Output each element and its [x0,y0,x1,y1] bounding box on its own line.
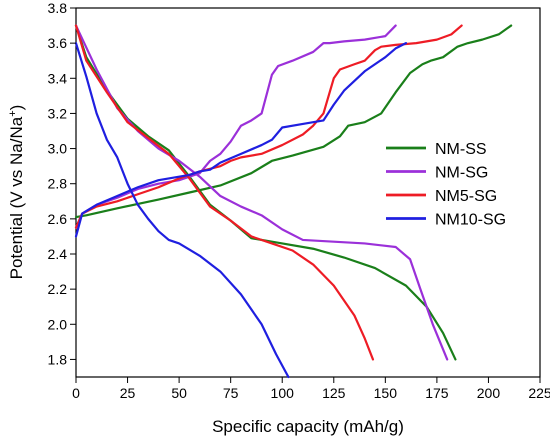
series-line-nm-sg-charge [74,24,397,229]
x-tick-label: 225 [528,385,550,401]
x-tick-label: 75 [223,385,239,401]
y-tick-label: 2.6 [48,211,68,227]
x-tick-label: 50 [171,385,187,401]
y-tick-label: 3.4 [48,70,68,86]
legend-label: NM-SS [435,141,487,158]
y-tick-label: 3.8 [48,0,68,16]
series-layer [74,24,513,379]
y-tick-label: 2.8 [48,176,68,192]
y-tick-label: 1.8 [48,351,68,367]
series-line-nm-ss-charge [74,24,513,219]
legend: NM-SS NM-SG NM5-SG NM10-SG [386,141,506,229]
y-axis-title-superscript: + [7,110,19,116]
y-axis-title: Potential (V vs Na/Na+) [7,105,26,280]
x-tick-label: 100 [271,385,295,401]
plot-area [75,7,541,378]
y-axis-title-tail: ) [7,105,26,111]
x-axis-title: Specific capacity (mAh/g) [212,417,404,436]
y-tick-label: 2.2 [48,281,68,297]
tick-layer: 0 25 50 75 100 125 150 175 200 225 1.8 2.0 2.2 2.4 2.6… [48,0,550,401]
x-tick-label: 0 [72,385,80,401]
series-line-nm5-sg-charge [74,24,463,229]
series-line-nm10-sg-discharge [74,42,290,379]
x-tick-label: 125 [322,385,346,401]
x-tick-label: 200 [477,385,501,401]
x-tick-label: 175 [425,385,449,401]
legend-label: NM10-SG [435,212,506,229]
y-tick-label: 2.0 [48,316,68,332]
y-tick-label: 2.4 [48,246,68,262]
y-tick-label: 3.6 [48,35,68,51]
series-line-nm5-sg-discharge [74,24,375,361]
legend-label: NM5-SG [435,188,497,205]
legend-label: NM-SG [435,165,488,182]
y-tick-label: 3.2 [48,105,68,121]
y-axis-title-main: Potential (V vs Na/Na [7,116,26,279]
y-tick-label: 3.0 [48,141,68,157]
x-tick-label: 150 [374,385,398,401]
x-tick-label: 25 [120,385,136,401]
